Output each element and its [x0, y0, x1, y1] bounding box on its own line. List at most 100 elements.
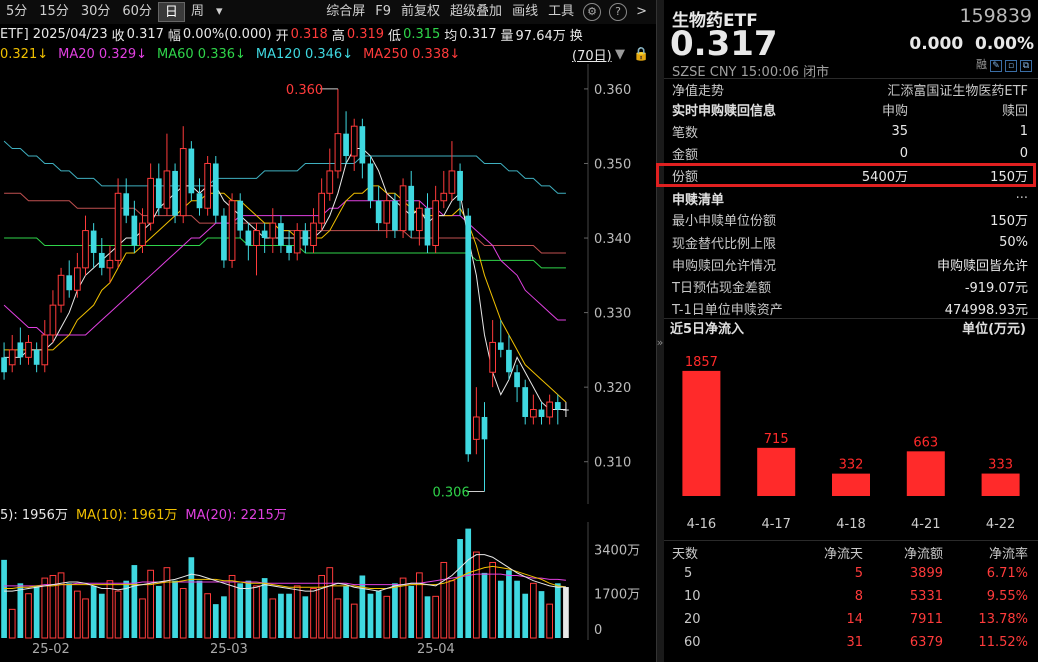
- open-value: 0.318: [291, 27, 328, 42]
- volume-bar: [26, 594, 32, 638]
- inflow-date-label: 4-22: [986, 517, 1016, 532]
- inflow-value-label: 1857: [685, 355, 718, 370]
- candle-body: [392, 201, 398, 231]
- candle-body: [514, 372, 520, 387]
- candle-body: [343, 134, 349, 156]
- candle-body: [254, 231, 260, 246]
- candle-body: [34, 350, 40, 365]
- avg-label: 均: [444, 25, 457, 44]
- volume-bar: [75, 591, 81, 638]
- vol-ma10-label: MA(10): 1961万: [76, 504, 177, 522]
- candle-body: [311, 223, 317, 245]
- volume-bar: [278, 594, 284, 638]
- candle-body: [319, 193, 325, 223]
- chevron-right-icon[interactable]: >: [631, 2, 652, 22]
- volume-bar: [262, 578, 268, 638]
- volume-bar: [482, 573, 488, 638]
- y-tick-label: 0.350: [594, 157, 631, 172]
- volume-bar: [172, 581, 178, 638]
- draw-line-button[interactable]: 画线: [507, 2, 543, 22]
- cell-days: 5: [684, 566, 692, 581]
- buy-col-header: 申购: [882, 100, 908, 119]
- candle-body: [156, 178, 162, 208]
- volume-bar: [311, 589, 317, 638]
- nav-trend-row[interactable]: 净值走势 汇添富国证生物医药ETF: [664, 78, 1038, 100]
- cell-amount: 7911: [910, 612, 943, 627]
- redeem-col-header: 赎回: [1002, 100, 1028, 119]
- candle-body: [327, 171, 333, 193]
- ma60-value: MA60 0.336↓: [157, 47, 246, 62]
- cell-rate: 13.78%: [978, 612, 1028, 627]
- volume-legend: 5): 1956万 MA(10): 1961万 MA(20): 2215万: [0, 504, 295, 522]
- period-dropdown-icon[interactable]: ▾: [210, 2, 229, 22]
- period-15min[interactable]: 15分: [33, 2, 75, 22]
- forward-adjust-button[interactable]: 前复权: [396, 2, 445, 22]
- inflow-date-label: 4-16: [687, 517, 717, 532]
- edit-icon[interactable]: ✎: [990, 60, 1002, 72]
- y-tick-label: 0.340: [594, 232, 631, 247]
- days-range-selector[interactable]: (70日): [572, 45, 612, 64]
- table-row: 20 14 7911 13.78%: [664, 609, 1038, 632]
- low-value: 0.315: [403, 27, 440, 42]
- expand-icon[interactable]: ⧉: [1020, 60, 1032, 72]
- volume-bar: [425, 596, 431, 638]
- volume-chart[interactable]: 3400万 1700万 0: [0, 522, 656, 640]
- volume-bar: [408, 586, 414, 638]
- period-60min[interactable]: 60分: [116, 2, 158, 22]
- vol-tick-label: 3400万: [594, 543, 640, 558]
- lock-icon[interactable]: 🔒: [633, 47, 649, 62]
- volume-bar: [555, 583, 561, 638]
- high-value: 0.319: [347, 27, 384, 42]
- volume-bar: [514, 581, 520, 638]
- candle-body: [18, 342, 24, 357]
- tools-button[interactable]: 工具: [543, 2, 579, 22]
- help-icon[interactable]: ?: [609, 3, 627, 21]
- window-icon[interactable]: ▫: [1005, 60, 1017, 72]
- net-inflow-bar-chart: 18574-167154-173324-186634-213334-22: [664, 338, 1038, 538]
- low-label: 低: [388, 25, 401, 44]
- list-row-value: 申购赎回皆允许: [937, 255, 1028, 274]
- candle-body: [213, 163, 219, 215]
- list-row: 最小申赎单位份额 150万: [664, 208, 1038, 230]
- volume-bar: [286, 594, 292, 638]
- candle-body: [547, 402, 553, 417]
- open-label: 开: [276, 25, 289, 44]
- period-toolbar: 5分 15分 30分 60分 日 周 ▾ 综合屏 F9 前复权 超级叠加 画线 …: [0, 0, 656, 24]
- cell-net-days: 8: [855, 589, 863, 604]
- super-overlay-button[interactable]: 超级叠加: [445, 2, 507, 22]
- f9-button[interactable]: F9: [370, 2, 396, 22]
- volume-bar: [34, 586, 40, 638]
- volume-bar: [18, 583, 24, 638]
- cell-days: 60: [684, 635, 701, 650]
- volume-bar: [1, 560, 7, 638]
- candle-body: [384, 201, 390, 223]
- fund-code: 159839: [959, 5, 1032, 27]
- flow-table-header: 天数 净流天 净流额 净流率: [664, 540, 1038, 563]
- candle-body: [9, 350, 15, 365]
- composite-screen-button[interactable]: 综合屏: [321, 2, 370, 22]
- more-icon[interactable]: ···: [1016, 191, 1028, 206]
- settings-gear-icon[interactable]: ⚙: [583, 3, 601, 21]
- high-label: 高: [332, 25, 345, 44]
- candle-body: [189, 149, 195, 194]
- date-axis: 25-02 25-03 25-04: [0, 640, 656, 662]
- change-pct: 0.00%: [975, 34, 1034, 54]
- inflow-value-label: 333: [988, 458, 1013, 473]
- volume-bar: [539, 591, 545, 638]
- period-day[interactable]: 日: [158, 2, 185, 22]
- volume-bar: [270, 599, 276, 638]
- amp-label: 幅: [168, 25, 181, 44]
- inflow-bar: [832, 474, 870, 496]
- candle-body: [441, 193, 447, 200]
- candle-body: [237, 201, 243, 231]
- collapse-panel-icon[interactable]: »: [656, 336, 664, 349]
- period-5min[interactable]: 5分: [0, 2, 33, 22]
- panel-divider[interactable]: [656, 0, 664, 662]
- candle-body: [286, 245, 292, 252]
- candlestick-chart[interactable]: 0.360 0.350 0.340 0.330 0.320 0.310 0.360 0.306: [0, 64, 656, 504]
- range-dropdown-icon[interactable]: ▼: [615, 47, 625, 62]
- period-week[interactable]: 周: [185, 2, 210, 22]
- list-row-value: 150万: [990, 210, 1028, 229]
- candle-body: [270, 223, 276, 238]
- period-30min[interactable]: 30分: [75, 2, 117, 22]
